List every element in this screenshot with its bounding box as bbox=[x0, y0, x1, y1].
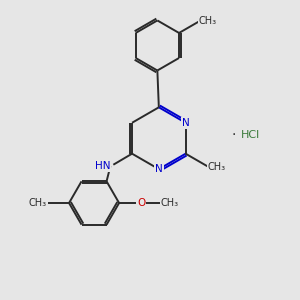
Text: ·: · bbox=[232, 128, 236, 142]
Text: CH₃: CH₃ bbox=[28, 198, 46, 208]
Text: N: N bbox=[155, 164, 163, 174]
Text: CH₃: CH₃ bbox=[161, 198, 179, 208]
Text: CH₃: CH₃ bbox=[208, 162, 226, 172]
Text: HCl: HCl bbox=[241, 130, 260, 140]
Text: N: N bbox=[182, 118, 190, 128]
Text: HN: HN bbox=[95, 161, 110, 171]
Text: O: O bbox=[137, 198, 145, 208]
Text: CH₃: CH₃ bbox=[199, 16, 217, 26]
